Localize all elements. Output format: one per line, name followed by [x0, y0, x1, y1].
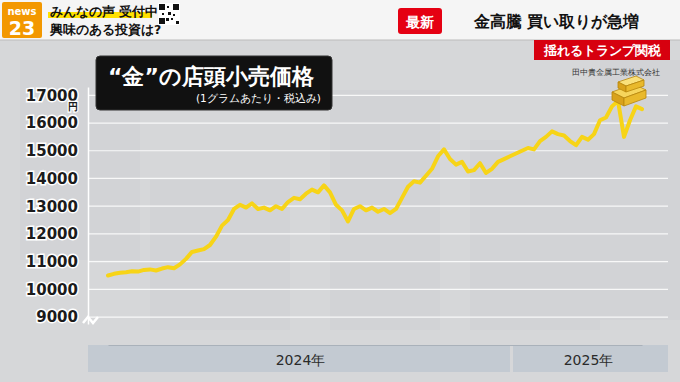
y-tick-label: 11000 — [26, 253, 78, 271]
badge-text: 最新 — [405, 14, 434, 30]
title-box — [96, 56, 332, 110]
grid-line — [88, 206, 668, 207]
x-tick: 2025年 — [564, 345, 614, 368]
y-tick-label: 9000 — [36, 308, 78, 326]
x-axis: 2024年 2025年 — [109, 345, 643, 368]
y-tick-label: 15000 — [26, 142, 78, 160]
logo-text: news — [7, 6, 36, 17]
qr-cell — [159, 4, 165, 10]
y-tick-label: 12000 — [26, 225, 78, 243]
badge-box — [398, 8, 442, 34]
grid-line — [88, 289, 668, 290]
corner-text: みんなの声 受付中 — [50, 4, 158, 19]
y-tick-label: 14000 — [26, 170, 78, 188]
grid-line — [88, 316, 668, 317]
logo-text: 23 — [9, 17, 35, 39]
background — [0, 0, 680, 382]
qr-cell — [168, 12, 171, 15]
qr-cell — [162, 13, 164, 15]
headline: 金高騰 買い取りが急増 — [473, 12, 639, 31]
qr-cell — [166, 18, 169, 21]
x-tick: 2024年 — [276, 345, 326, 368]
y-tick-label: 10000 — [26, 281, 78, 299]
grid-line — [88, 261, 668, 262]
grid-line — [88, 178, 668, 179]
background-block — [150, 180, 290, 330]
background-block — [600, 60, 680, 320]
grid-line — [88, 233, 668, 234]
y-tick: 14000 — [26, 170, 88, 188]
y-tick: 15000 — [26, 142, 88, 160]
qr-cell — [159, 18, 165, 24]
y-axis: 9000 10000 11000 12000 13000 14000 15000 16000 1… — [26, 87, 89, 327]
chart-source: 田中貴金属工業株式会社 — [572, 68, 660, 77]
logo-box — [2, 2, 42, 38]
corner-text: 興味のある投資は? — [49, 22, 161, 37]
chart-title: “金”の店頭小売価格 — [108, 64, 315, 89]
y-tick: 13000 — [26, 197, 88, 215]
gold-bar-icon — [612, 76, 646, 106]
x-band — [88, 345, 510, 372]
y-axis-line — [88, 88, 90, 325]
qr-code — [158, 3, 180, 25]
y-tick: 16000 — [26, 114, 88, 132]
qr-cell — [171, 18, 173, 20]
price-line — [108, 101, 642, 276]
header-bar — [0, 0, 680, 40]
plot-marks — [108, 101, 642, 276]
gold-bar-shape — [624, 90, 646, 106]
y-unit: 円 — [68, 101, 78, 112]
qr-cell — [176, 21, 179, 24]
grid — [88, 95, 668, 317]
y-tick: 10000 — [26, 281, 88, 299]
qr-cell — [167, 6, 169, 8]
gold-bar-shape — [626, 80, 644, 92]
x-axis-line — [109, 345, 643, 346]
qr-cell — [173, 4, 179, 10]
x-band — [513, 345, 668, 372]
chart-subtitle: (1グラムあたり・税込み) — [196, 92, 321, 104]
qr-bg — [158, 3, 180, 25]
gold-bar-shape — [612, 92, 624, 106]
tag-box — [534, 40, 670, 60]
grid-line — [88, 122, 668, 123]
axis-break — [83, 317, 98, 323]
tag-text: 揺れるトランプ関税 — [543, 43, 662, 58]
y-tick: 11000 — [26, 253, 88, 271]
qr-cell — [173, 14, 175, 16]
grid-line — [88, 150, 668, 151]
x-tick-label: 2025年 — [564, 352, 614, 368]
gold-bar-shape — [618, 82, 626, 92]
y-tick-label: 16000 — [26, 114, 78, 132]
y-tick: 17000 — [26, 87, 88, 105]
y-tick: 9000 — [36, 308, 88, 326]
y-tick: 12000 — [26, 225, 88, 243]
chart-root: 9000 10000 11000 12000 13000 14000 15000 16000 1… — [0, 0, 680, 382]
y-tick-label: 13000 — [26, 197, 78, 215]
x-tick-label: 2024年 — [276, 352, 326, 368]
